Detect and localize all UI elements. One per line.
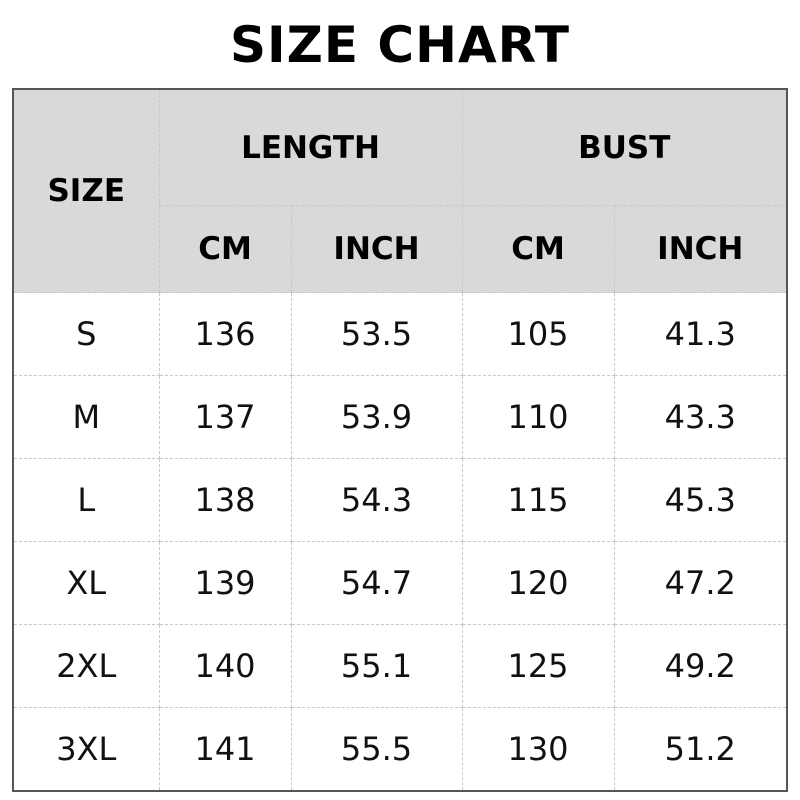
page-title: SIZE CHART: [229, 16, 571, 74]
cell-length-inch: 55.5: [290, 707, 463, 792]
header-length-cm: CM: [158, 205, 292, 293]
table-row: XL 139 54.7 120 47.2: [12, 541, 788, 625]
cell-length-cm: 138: [158, 458, 292, 542]
cell-size: XL: [12, 541, 160, 625]
cell-bust-inch: 51.2: [613, 707, 788, 792]
cell-size: S: [12, 292, 160, 376]
cell-bust-cm: 130: [461, 707, 615, 792]
cell-length-inch: 54.7: [290, 541, 463, 625]
table-row: M 137 53.9 110 43.3: [12, 375, 788, 459]
cell-bust-cm: 110: [461, 375, 615, 459]
cell-length-cm: 139: [158, 541, 292, 625]
header-bust: BUST: [461, 88, 788, 206]
table-row: L 138 54.3 115 45.3: [12, 458, 788, 542]
cell-bust-cm: 125: [461, 624, 615, 708]
cell-length-inch: 55.1: [290, 624, 463, 708]
header-bust-cm: CM: [461, 205, 615, 293]
cell-bust-cm: 120: [461, 541, 615, 625]
header-bust-inch: INCH: [613, 205, 788, 293]
cell-bust-inch: 49.2: [613, 624, 788, 708]
cell-size: L: [12, 458, 160, 542]
cell-length-inch: 53.9: [290, 375, 463, 459]
cell-length-cm: 141: [158, 707, 292, 792]
table-row: 3XL 141 55.5 130 51.2: [12, 707, 788, 792]
table-row: S 136 53.5 105 41.3: [12, 292, 788, 376]
cell-bust-inch: 45.3: [613, 458, 788, 542]
header-length-inch: INCH: [290, 205, 463, 293]
cell-size: M: [12, 375, 160, 459]
header-length: LENGTH: [158, 88, 463, 206]
size-chart-table: SIZE LENGTH BUST CM INCH CM INCH S 136 53.…: [12, 88, 788, 792]
cell-length-inch: 53.5: [290, 292, 463, 376]
cell-size: 3XL: [12, 707, 160, 792]
cell-bust-cm: 105: [461, 292, 615, 376]
cell-length-cm: 136: [158, 292, 292, 376]
cell-bust-inch: 47.2: [613, 541, 788, 625]
cell-length-inch: 54.3: [290, 458, 463, 542]
cell-bust-inch: 41.3: [613, 292, 788, 376]
cell-bust-cm: 115: [461, 458, 615, 542]
cell-bust-inch: 43.3: [613, 375, 788, 459]
cell-length-cm: 140: [158, 624, 292, 708]
cell-length-cm: 137: [158, 375, 292, 459]
header-size: SIZE: [12, 88, 160, 293]
table-row: 2XL 140 55.1 125 49.2: [12, 624, 788, 708]
cell-size: 2XL: [12, 624, 160, 708]
